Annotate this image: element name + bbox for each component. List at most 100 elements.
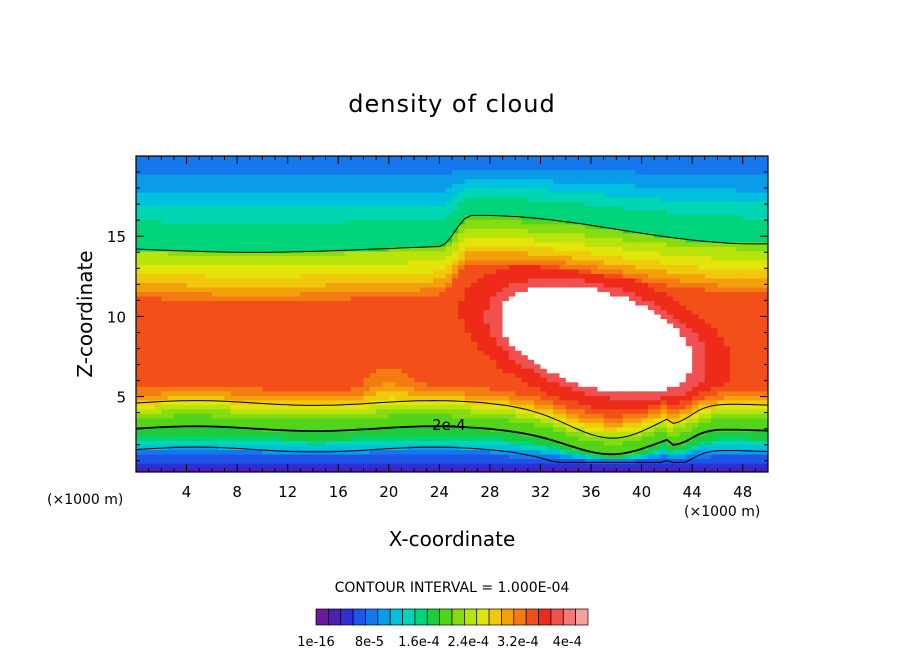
field-cell <box>268 368 276 374</box>
field-cell <box>464 444 472 451</box>
field-cell <box>483 273 491 279</box>
field-cell <box>521 165 529 171</box>
field-cell <box>439 458 447 464</box>
field-cell <box>572 232 579 238</box>
field-cell <box>452 201 459 207</box>
field-cell <box>376 264 384 270</box>
field-cell <box>584 377 592 383</box>
field-cell <box>489 250 497 256</box>
field-cell <box>433 354 440 360</box>
field-cell <box>515 453 523 460</box>
field-cell <box>275 368 282 374</box>
field-cell <box>154 399 162 405</box>
field-cell <box>395 386 403 392</box>
field-cell <box>211 160 219 166</box>
field-cell <box>262 386 270 392</box>
field-cell <box>350 205 358 211</box>
field-cell <box>237 264 245 270</box>
field-cell <box>268 259 276 265</box>
field-cell <box>572 377 579 383</box>
field-cell <box>426 359 434 365</box>
field-cell <box>502 187 510 193</box>
field-cell <box>502 255 510 261</box>
field-cell <box>540 390 548 396</box>
field-cell <box>540 350 548 356</box>
field-cell <box>369 336 377 342</box>
field-cell <box>572 228 579 234</box>
field-cell <box>312 399 320 405</box>
field-cell <box>578 314 586 320</box>
field-cell <box>268 169 276 175</box>
field-cell <box>515 223 523 229</box>
field-cell <box>382 183 390 189</box>
field-cell <box>287 214 295 220</box>
field-cell <box>382 156 390 162</box>
field-cell <box>433 404 440 410</box>
field-cell <box>527 250 535 256</box>
field-cell <box>489 205 497 211</box>
field-cell <box>167 241 175 247</box>
field-cell <box>167 426 175 432</box>
field-cell <box>294 363 301 369</box>
field-cell <box>578 399 586 405</box>
field-cell <box>401 413 409 419</box>
field-cell <box>363 372 371 378</box>
field-cell <box>199 404 207 410</box>
field-cell <box>180 318 188 324</box>
field-cell <box>559 444 567 451</box>
field-cell <box>205 160 213 166</box>
field-cell <box>470 318 478 324</box>
field-cell <box>426 160 434 166</box>
field-cell <box>572 165 579 171</box>
field-cell <box>312 295 320 302</box>
field-cell <box>572 314 579 320</box>
field-cell <box>192 462 200 469</box>
field-cell <box>218 323 226 329</box>
field-cell <box>401 318 409 324</box>
field-cell <box>559 264 567 270</box>
field-cell <box>268 223 276 229</box>
field-cell <box>173 327 181 333</box>
field-cell <box>262 300 270 306</box>
field-cell <box>546 345 554 351</box>
field-cell <box>477 264 485 270</box>
field-cell <box>148 417 156 423</box>
field-cell <box>306 440 314 446</box>
field-cell <box>483 187 491 193</box>
field-cell <box>306 205 314 211</box>
field-cell <box>527 444 535 451</box>
field-cell <box>407 323 415 329</box>
field-cell <box>426 277 434 283</box>
field-cell <box>452 449 459 455</box>
field-cell <box>331 232 339 238</box>
field-cell <box>452 413 459 419</box>
field-cell <box>192 372 200 378</box>
field-cell <box>136 187 143 193</box>
field-cell <box>287 377 295 383</box>
field-cell <box>173 314 181 320</box>
field-cell <box>319 255 327 261</box>
field-cell <box>376 165 384 171</box>
field-cell <box>369 413 377 419</box>
field-cell <box>167 196 175 202</box>
field-cell <box>199 174 207 180</box>
field-cell <box>325 314 333 320</box>
field-cell <box>331 250 339 256</box>
field-cell <box>401 327 409 333</box>
field-cell <box>489 345 497 351</box>
field-cell <box>477 295 485 302</box>
field-cell <box>275 309 282 315</box>
field-cell <box>186 350 194 356</box>
field-cell <box>426 246 434 252</box>
field-cell <box>338 363 346 369</box>
field-cell <box>388 169 396 175</box>
field-cell <box>559 435 567 441</box>
field-cell <box>357 458 365 464</box>
field-cell <box>312 228 320 234</box>
field-cell <box>154 453 162 460</box>
field-cell <box>401 458 409 464</box>
field-cell <box>578 372 586 378</box>
field-cell <box>142 273 150 279</box>
field-cell <box>325 444 333 451</box>
field-cell <box>445 350 453 356</box>
